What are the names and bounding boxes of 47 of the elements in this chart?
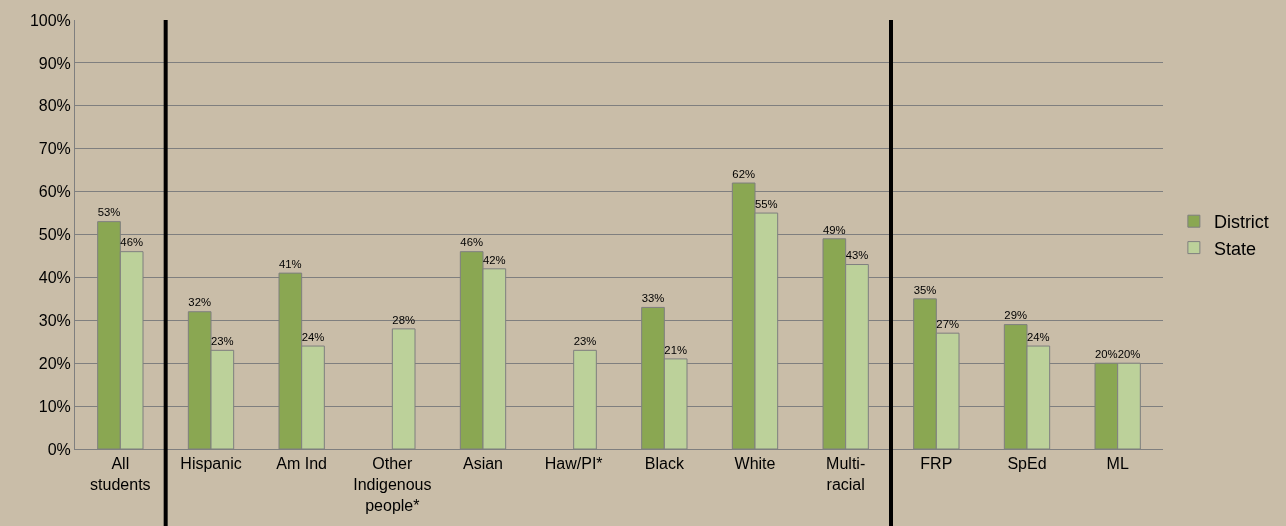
x-tick-label: SpEd	[1007, 455, 1047, 473]
y-tick-label: 100%	[29, 11, 71, 29]
data-label: 20%	[1117, 347, 1141, 360]
data-label: 43%	[845, 249, 869, 262]
legend-label: State	[1213, 238, 1256, 259]
y-tick-label: 10%	[38, 397, 71, 415]
x-tick-label: ML	[1106, 455, 1129, 473]
data-label: 23%	[573, 335, 597, 348]
data-label: 29%	[1004, 309, 1027, 322]
y-tick-label: 60%	[38, 183, 71, 201]
x-tick-label: Multi- racial	[826, 455, 866, 493]
x-tick-label: Black	[644, 455, 685, 473]
data-label: 24%	[1027, 330, 1050, 343]
y-tick-label: 40%	[38, 269, 71, 286]
y-tick-label: 80%	[38, 97, 71, 115]
data-label: 53%	[97, 206, 121, 219]
data-label: 55%	[755, 197, 778, 210]
x-tick-label: Other Indigenous people*	[353, 455, 432, 514]
y-tick-label: 0%	[47, 440, 71, 458]
data-label: 46%	[460, 236, 483, 249]
y-tick-label: 90%	[38, 54, 71, 72]
y-tick-label: 50%	[38, 226, 71, 244]
data-label: 24%	[301, 330, 325, 343]
data-label: 28%	[392, 313, 415, 326]
data-label: 49%	[823, 223, 846, 236]
x-tick-label: Hispanic	[180, 455, 242, 473]
data-label: 35%	[913, 283, 937, 296]
data-label: 46%	[120, 236, 143, 249]
y-tick-label: 70%	[38, 140, 71, 158]
data-label: 42%	[483, 253, 506, 266]
x-tick-label: Asian	[462, 455, 504, 473]
x-tick-label: White	[734, 455, 776, 473]
data-label: 62%	[732, 167, 755, 180]
y-tick-label: 20%	[38, 354, 71, 372]
data-label: 23%	[211, 335, 234, 348]
x-tick-label: All students	[90, 455, 151, 493]
x-tick-label: Haw/PI*	[544, 455, 603, 473]
data-label: 21%	[664, 343, 687, 356]
data-label: 41%	[279, 257, 302, 270]
data-label: 33%	[641, 292, 665, 305]
data-label: 27%	[936, 317, 959, 330]
data-label: 20%	[1095, 347, 1118, 360]
x-tick-label: FRP	[920, 455, 953, 473]
legend-label: District	[1213, 212, 1269, 233]
y-tick-label: 30%	[38, 311, 71, 329]
data-label: 32%	[188, 296, 211, 309]
x-tick-label: Am Ind	[276, 455, 328, 473]
